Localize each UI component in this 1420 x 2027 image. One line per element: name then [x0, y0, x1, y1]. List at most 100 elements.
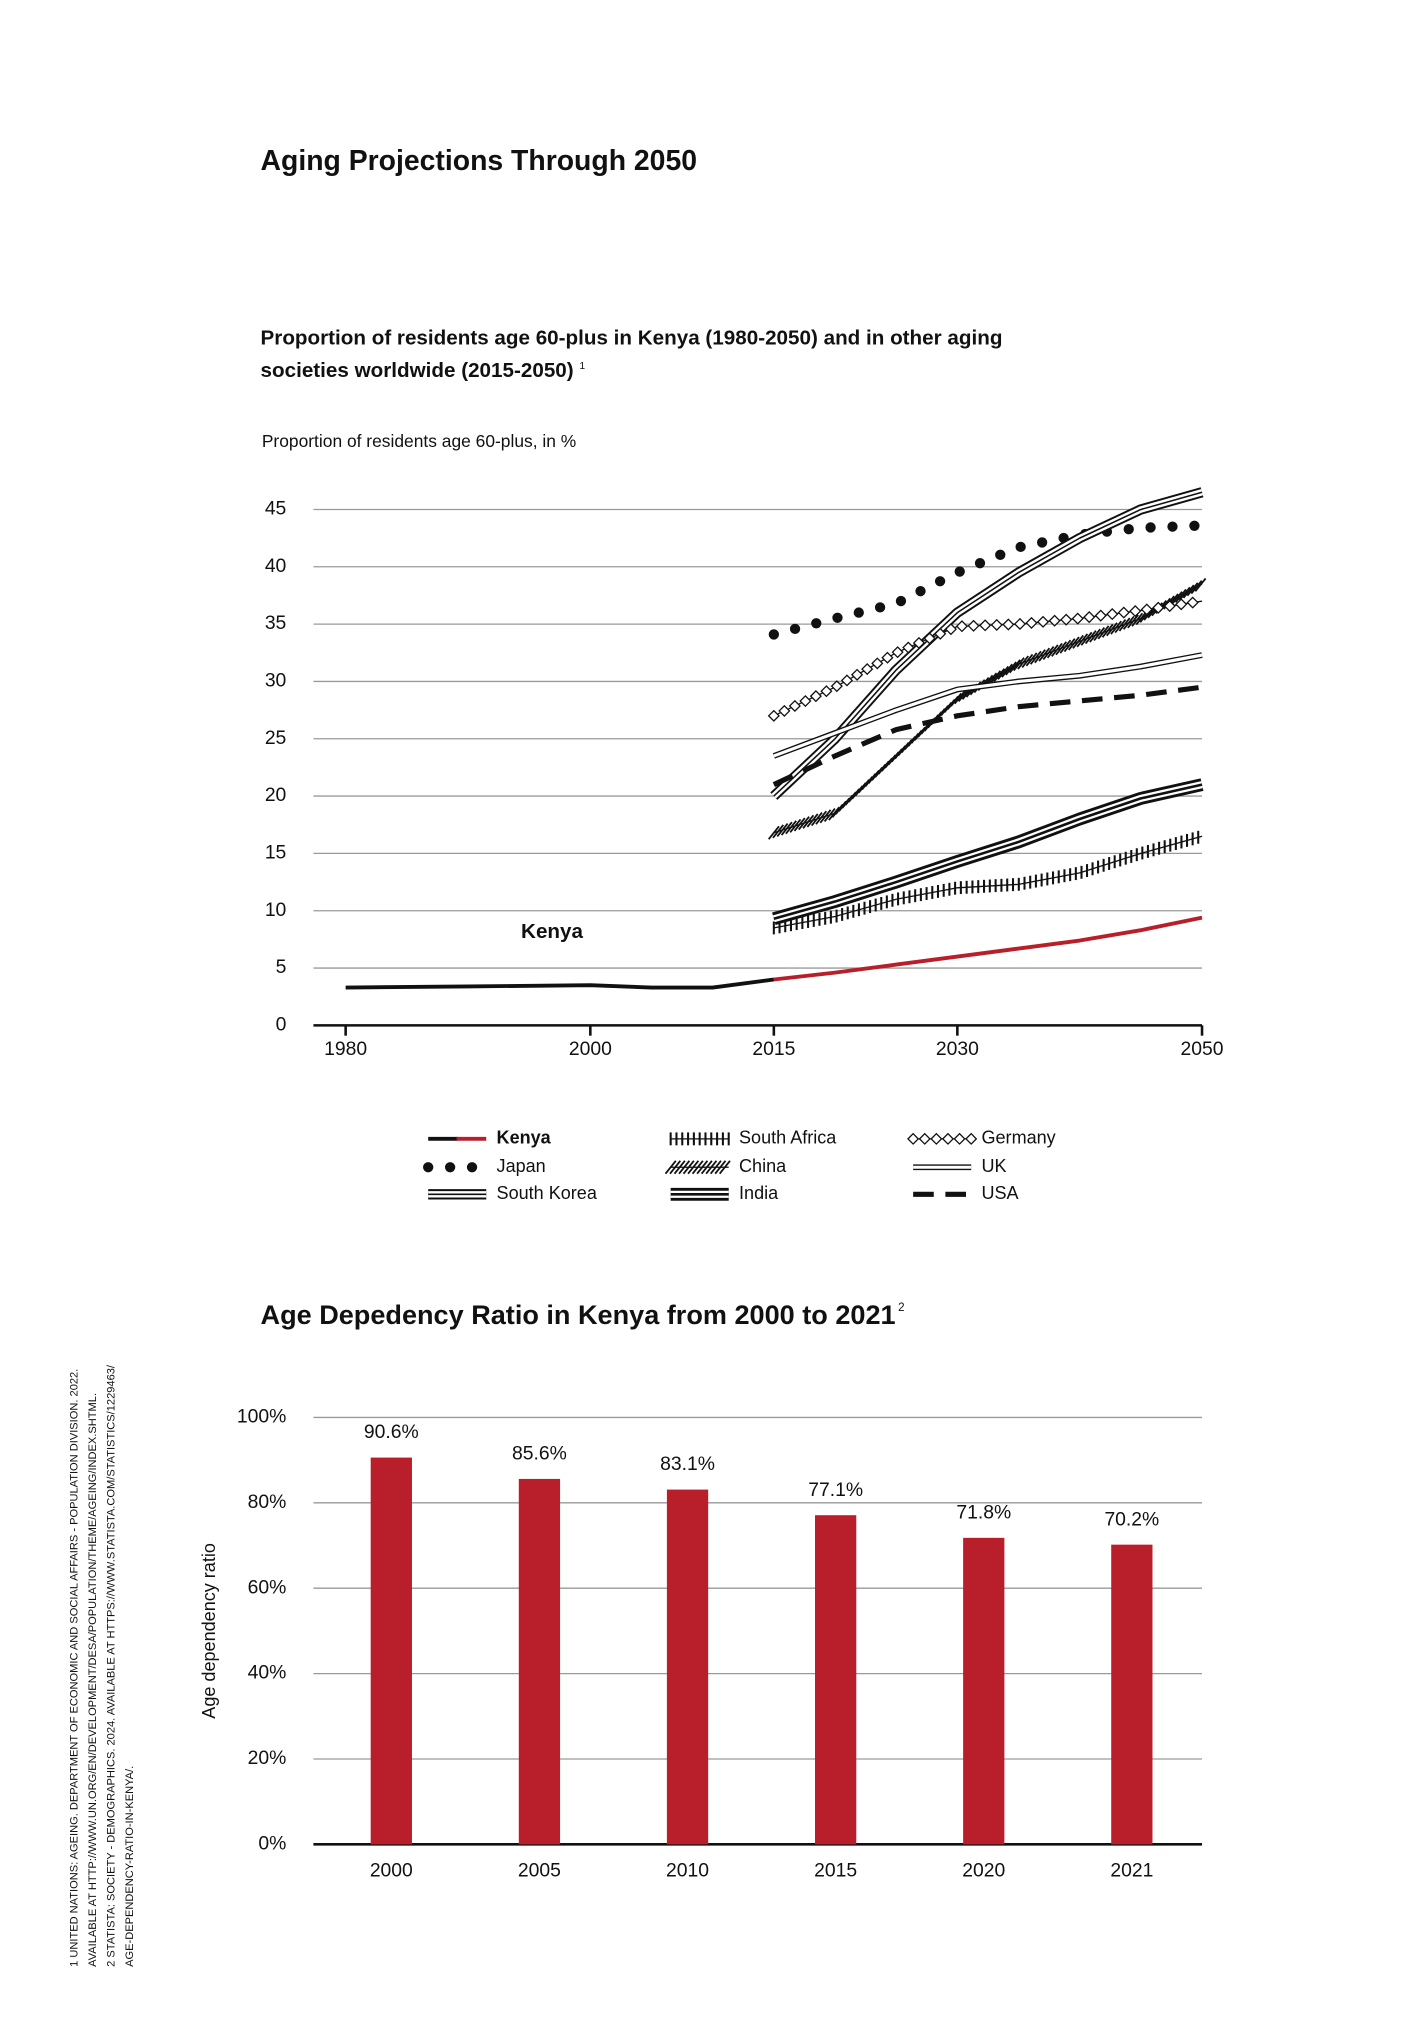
x-tick-label: 2020	[962, 1860, 1005, 1882]
value-label: 70.2%	[1104, 1508, 1159, 1530]
line-pattern	[815, 810, 828, 825]
line-pattern	[664, 1160, 677, 1175]
line-pattern	[1001, 663, 1013, 678]
line-pattern	[953, 1132, 966, 1145]
line-pattern	[1013, 657, 1025, 672]
line-pattern	[944, 623, 957, 636]
line-pattern	[785, 820, 797, 835]
line-pattern	[1084, 630, 1097, 645]
page-title: Aging Projections Through 2050	[261, 145, 697, 177]
line-pattern	[1005, 661, 1017, 676]
line-pattern	[820, 685, 833, 698]
line-pattern	[1076, 633, 1089, 648]
line-pattern	[891, 646, 904, 659]
line-pattern	[714, 1160, 727, 1175]
line-pattern	[1129, 605, 1142, 618]
chart-title: Proportion of residents age 60-plus in K…	[261, 325, 1071, 385]
line-pattern	[907, 1132, 920, 1145]
line-pattern	[789, 818, 802, 833]
line-pattern	[918, 1132, 931, 1145]
line-pattern	[990, 618, 1003, 632]
line-pattern	[1046, 644, 1059, 659]
line-pattern	[979, 619, 992, 632]
series-line	[345, 977, 775, 990]
line-pattern	[1055, 641, 1068, 656]
line-pattern	[1029, 650, 1042, 665]
footnote: 1 UNITED NATIONS: AGEING. DEPARTMENT OF …	[69, 1369, 81, 1967]
value-label: 83.1%	[660, 1453, 715, 1475]
line-pattern	[1059, 639, 1072, 654]
x-tick-label: 2030	[936, 1038, 979, 1060]
line-pattern	[1042, 645, 1055, 661]
x-tick-label: 2005	[518, 1860, 561, 1882]
legend-label: UK	[981, 1156, 1006, 1176]
line-pattern	[1117, 606, 1130, 619]
line-pattern	[1186, 596, 1199, 609]
line-pattern	[1067, 636, 1080, 651]
line-pattern	[1021, 653, 1034, 668]
line-pattern	[802, 814, 815, 829]
line-pattern	[1072, 634, 1084, 649]
y-axis-label: Age dependency ratio	[199, 1543, 219, 1719]
line-pattern	[912, 636, 926, 650]
line-pattern	[1175, 598, 1188, 611]
line-pattern	[799, 694, 812, 708]
bar	[370, 1457, 412, 1845]
x-tick-label: 2021	[1110, 1860, 1153, 1882]
x-tick-label: 2050	[1181, 1038, 1224, 1060]
y-tick-label: 25	[265, 727, 287, 749]
line-pattern	[809, 690, 822, 703]
series-line	[773, 915, 1203, 982]
y-tick-label: 5	[276, 956, 287, 978]
line-pattern	[1063, 638, 1076, 653]
line-pattern	[1186, 582, 1199, 597]
line-pattern	[993, 668, 1006, 683]
line-pattern	[902, 641, 915, 654]
line-pattern	[1060, 613, 1073, 626]
title-note: 1	[579, 359, 586, 372]
line-pattern	[793, 817, 806, 832]
line-pattern	[1013, 617, 1027, 631]
line-pattern	[691, 1160, 704, 1175]
line-pattern	[819, 809, 832, 824]
footnote: AVAILABLE AT HTTP://WWW.UN.ORG/EN/DEVELO…	[87, 1393, 99, 1967]
y-tick-label: 20%	[248, 1747, 287, 1769]
legend-label: India	[739, 1183, 779, 1203]
series-line	[772, 684, 1203, 787]
line-pattern	[840, 674, 854, 687]
x-tick-label: 2000	[569, 1038, 612, 1060]
line-pattern	[1083, 611, 1096, 624]
line-pattern	[788, 699, 801, 713]
line-pattern	[709, 1160, 722, 1175]
line-pattern	[780, 821, 793, 836]
y-tick-label: 0%	[258, 1832, 286, 1854]
y-tick-label: 60%	[248, 1576, 287, 1598]
line-pattern	[950, 692, 963, 707]
line-pattern	[1106, 622, 1118, 637]
line-pattern	[767, 709, 780, 722]
line-pattern	[1114, 619, 1127, 634]
line-pattern	[1038, 647, 1051, 662]
y-tick-label: 100%	[237, 1406, 286, 1428]
line-pattern	[1009, 659, 1021, 674]
line-pattern	[830, 680, 843, 693]
legend-label: Germany	[981, 1128, 1055, 1148]
line-pattern	[1106, 608, 1119, 621]
line-pattern	[1127, 614, 1139, 629]
y-tick-label: 35	[265, 612, 287, 634]
line-pattern	[941, 1132, 955, 1145]
line-pattern	[1140, 603, 1153, 616]
line-pattern	[682, 1160, 695, 1175]
line-pattern	[1190, 580, 1203, 595]
chart-title-box: Proportion of residents age 60-plus in K…	[261, 325, 1071, 385]
y-tick-label: 45	[265, 498, 287, 520]
line-pattern	[1017, 655, 1029, 670]
bar	[1111, 1544, 1153, 1845]
title-note: 2	[898, 1301, 904, 1314]
line-pattern	[673, 1160, 686, 1175]
line-pattern	[861, 663, 874, 676]
line-pattern	[1025, 652, 1038, 667]
line-pattern	[778, 704, 791, 717]
legend-label: South Africa	[739, 1128, 837, 1148]
